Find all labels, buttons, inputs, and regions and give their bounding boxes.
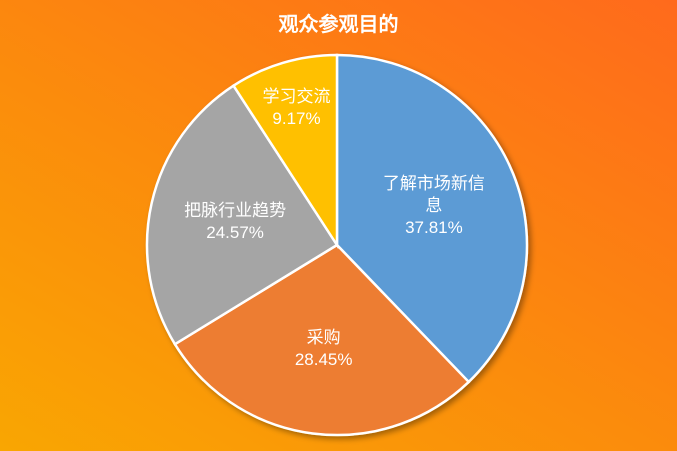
pie-slice xyxy=(231,53,339,250)
category-label: 了解市场新信息 xyxy=(382,173,485,215)
category-label: 学习交流 xyxy=(262,87,331,107)
data-label: 学习交流 9.17% xyxy=(241,86,353,130)
category-label: 采购 xyxy=(306,327,341,347)
value-label: 24.57% xyxy=(206,222,264,242)
slices xyxy=(145,53,529,437)
chart-title: 观众参观目的 xyxy=(278,14,399,36)
pie-slice xyxy=(173,243,471,437)
category-label: 把脉行业趋势 xyxy=(184,200,287,220)
data-label: 把脉行业趋势 24.57% xyxy=(179,200,291,244)
value-label: 9.17% xyxy=(272,109,321,129)
value-label: 28.45% xyxy=(294,349,353,369)
pie-slice xyxy=(145,83,339,346)
value-label: 37.81% xyxy=(405,217,463,237)
pie-slice xyxy=(335,53,529,384)
data-label: 了解市场新信息 37.81% xyxy=(378,173,490,239)
data-label: 采购 28.45% xyxy=(268,327,380,371)
